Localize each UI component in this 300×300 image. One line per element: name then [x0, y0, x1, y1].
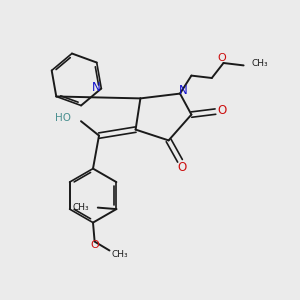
Text: HO: HO	[56, 112, 71, 123]
Text: CH₃: CH₃	[111, 250, 128, 259]
Text: O: O	[218, 52, 226, 63]
Text: N: N	[92, 81, 100, 94]
Text: O: O	[218, 103, 226, 117]
Text: O: O	[90, 240, 99, 250]
Text: N: N	[179, 84, 188, 97]
Text: CH₃: CH₃	[72, 202, 89, 211]
Text: O: O	[177, 161, 186, 174]
Text: CH₃: CH₃	[251, 59, 268, 68]
